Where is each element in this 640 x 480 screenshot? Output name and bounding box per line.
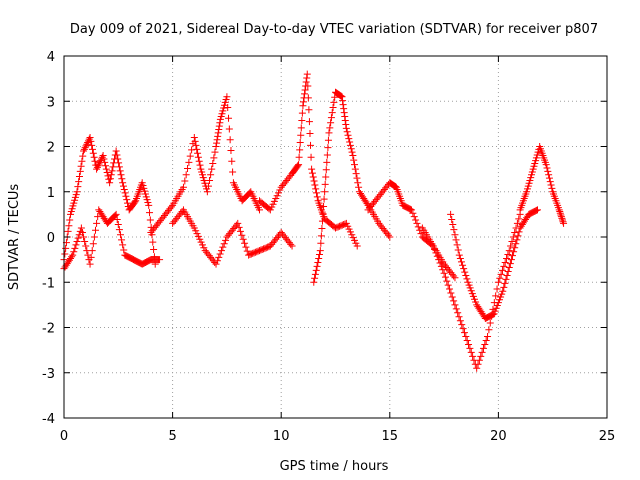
series-sat-track-2 — [60, 206, 164, 273]
plus-markers — [447, 206, 541, 322]
x-tick-label: 15 — [382, 429, 399, 444]
series-sat-track-6 — [310, 88, 394, 286]
y-axis-label: SDTVAR / TECUs — [7, 184, 22, 291]
x-tick-label: 0 — [60, 429, 68, 444]
plus-markers — [255, 70, 361, 250]
y-tick-label: 3 — [47, 95, 55, 110]
axis-ticks: 0 5 10 15 20 25 -4 -3 -2 -1 0 1 2 3 4 — [42, 50, 615, 444]
y-tick-label: -2 — [42, 322, 55, 337]
x-tick-label: 5 — [168, 429, 176, 444]
y-tick-label: -1 — [42, 276, 55, 291]
y-tick-label: 4 — [47, 50, 55, 65]
x-tick-label: 10 — [273, 429, 290, 444]
plus-markers — [310, 88, 394, 286]
x-tick-label: 20 — [490, 429, 507, 444]
series-sat-track-8 — [418, 210, 524, 372]
series-sat-track-9 — [447, 206, 541, 322]
series-sat-track-3 — [147, 93, 263, 236]
plus-markers — [169, 206, 296, 268]
y-tick-label: 2 — [47, 141, 55, 156]
chart-title: Day 009 of 2021, Sidereal Day-to-day VTE… — [70, 22, 598, 37]
series-sat-track-10 — [516, 143, 568, 227]
plus-markers — [516, 143, 568, 227]
grid-lines — [64, 56, 607, 418]
series-sat-track-5 — [255, 70, 361, 250]
y-tick-label: 0 — [47, 231, 55, 246]
plus-markers — [147, 93, 263, 236]
series-sat-track-4 — [169, 206, 296, 268]
x-axis-label: GPS time / hours — [280, 459, 389, 474]
data-points — [60, 70, 568, 372]
x-tick-label: 25 — [599, 429, 616, 444]
y-tick-label: -4 — [42, 412, 55, 427]
y-tick-label: 1 — [47, 186, 55, 201]
y-tick-label: -3 — [42, 367, 55, 382]
plus-markers — [60, 206, 164, 273]
plot-frame — [63, 55, 608, 419]
plus-markers — [418, 210, 524, 372]
